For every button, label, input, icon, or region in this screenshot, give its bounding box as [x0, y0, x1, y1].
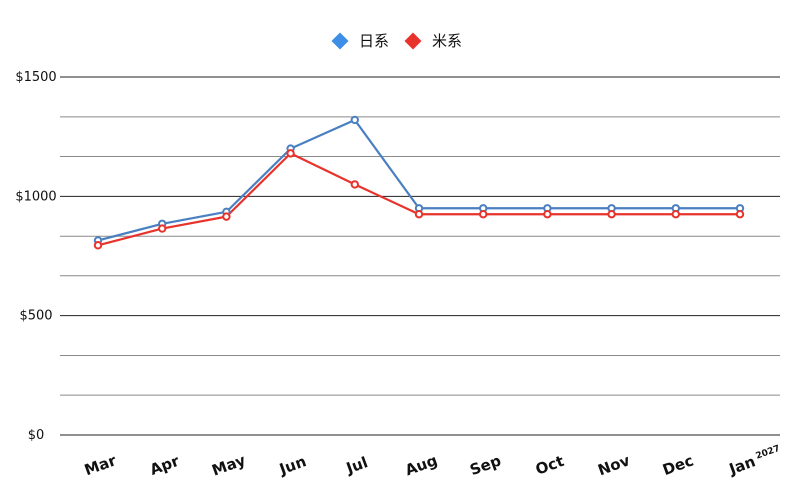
- y-tick-label: $500: [19, 309, 52, 324]
- x-tick-label: Mar: [82, 451, 119, 479]
- legend-label: 米系: [432, 32, 462, 50]
- data-point: [607, 210, 616, 219]
- x-tick-group: Dec: [660, 451, 696, 479]
- x-tick-label: Sep: [468, 451, 504, 479]
- legend-marker: [404, 32, 422, 50]
- x-tick-superscript: 2027: [755, 444, 782, 462]
- x-tick-label: Jul: [343, 453, 370, 478]
- x-tick-label: Aug: [403, 451, 440, 479]
- x-tick-group: Jun: [276, 452, 308, 478]
- data-point: [286, 149, 295, 158]
- x-tick-label: May: [209, 451, 248, 480]
- y-tick-label: $1500: [15, 70, 56, 85]
- legend: 日系 米系: [331, 32, 462, 50]
- x-tick-label: Dec: [660, 451, 696, 479]
- x-tick-group: Oct: [533, 452, 566, 479]
- data-point: [158, 224, 167, 233]
- legend-marker: [331, 32, 349, 50]
- x-tick-label: Apr: [147, 452, 182, 479]
- x-tick-label: Nov: [595, 451, 632, 479]
- data-point: [735, 210, 745, 219]
- x-tick-label: Jun: [276, 452, 308, 478]
- x-tick-label: Jan: [726, 452, 758, 478]
- data-point: [543, 210, 552, 219]
- legend-label: 日系: [359, 32, 389, 50]
- series-line: [97, 152, 740, 247]
- data-point: [414, 210, 424, 219]
- data-point: [93, 241, 103, 250]
- y-axis: $0 $500 $1000 $1500: [15, 70, 56, 443]
- x-tick-group: Jul: [343, 453, 370, 478]
- x-tick-group: Sep: [468, 451, 504, 479]
- x-tick-label: Oct: [533, 452, 566, 479]
- x-tick-group: Mar: [82, 451, 119, 479]
- x-tick-group: May: [209, 451, 248, 480]
- data-point: [222, 212, 231, 221]
- x-tick-group: Aug: [403, 451, 440, 479]
- y-tick-label: $1000: [15, 189, 56, 204]
- y-tick-label: $0: [28, 428, 45, 443]
- data-point: [350, 115, 359, 125]
- data-point: [671, 210, 680, 219]
- grid-lines: [60, 76, 780, 436]
- x-tick-group: Nov: [595, 451, 632, 479]
- data-point: [350, 180, 359, 189]
- x-tick-group: Apr: [147, 452, 182, 479]
- data-point: [479, 210, 488, 219]
- series-group: [93, 115, 745, 250]
